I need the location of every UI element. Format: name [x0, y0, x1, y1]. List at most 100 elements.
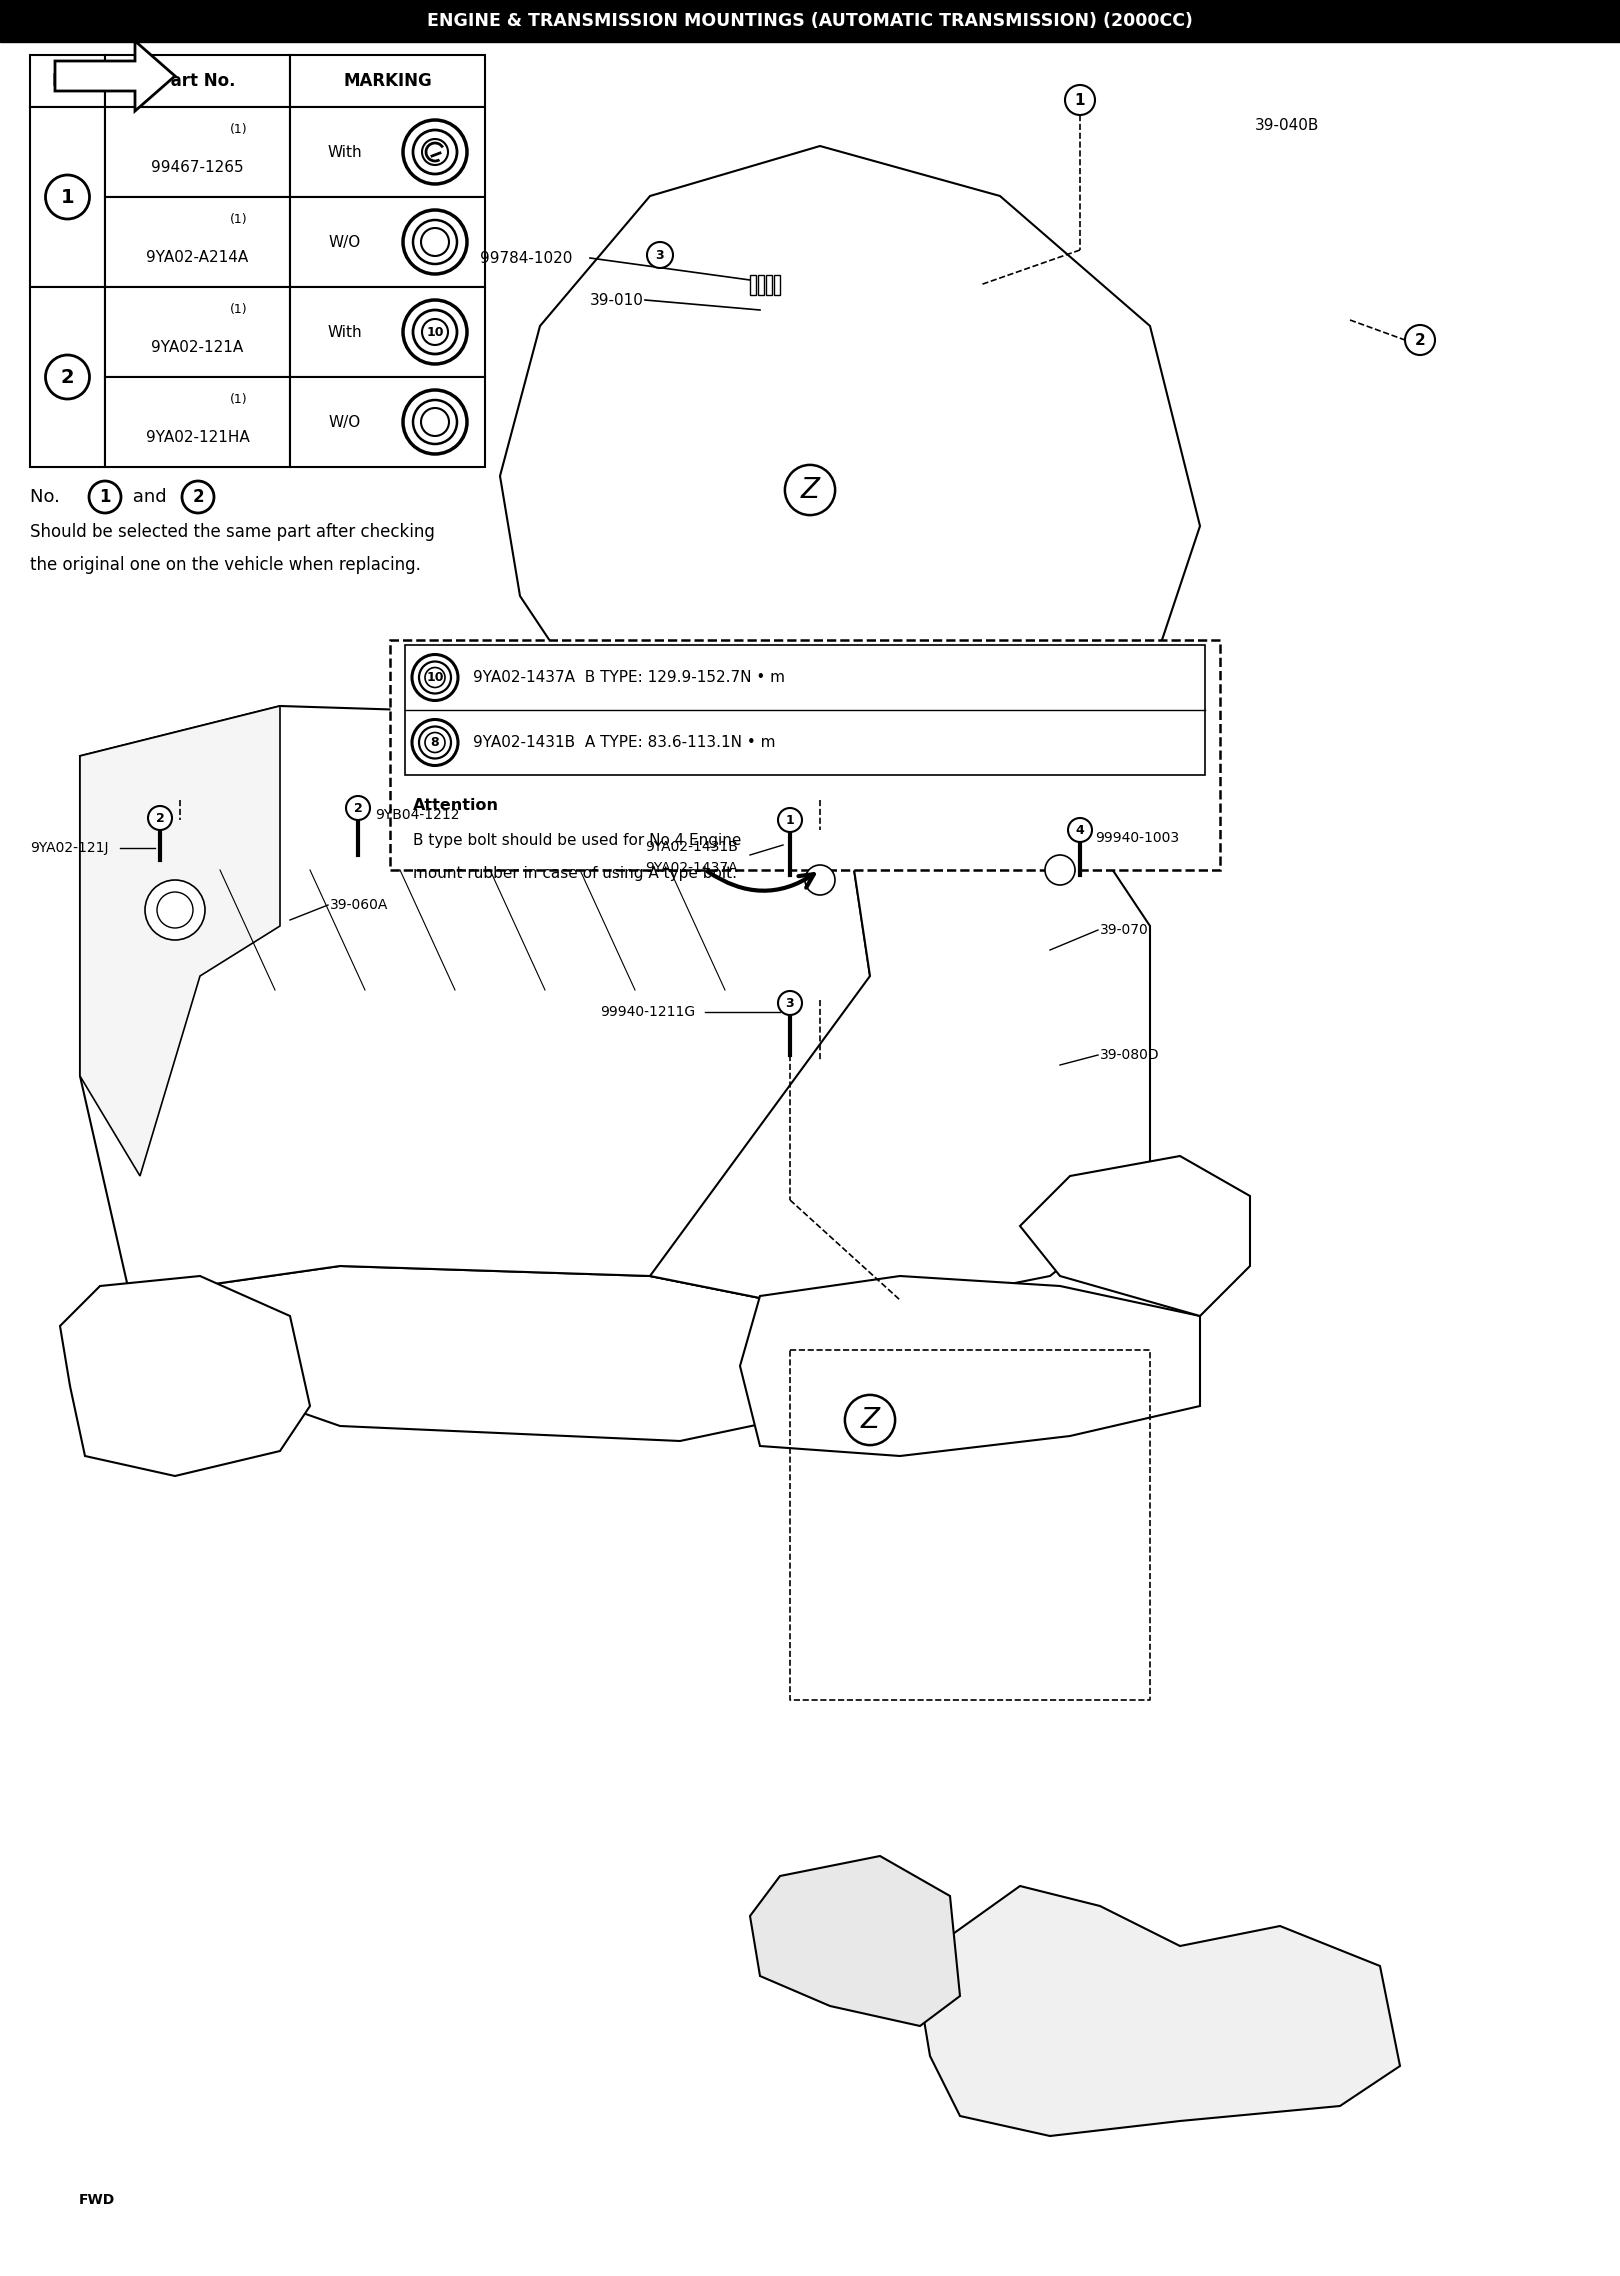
- Text: No.: No.: [31, 487, 66, 505]
- Text: 39-060A: 39-060A: [330, 899, 389, 913]
- Polygon shape: [920, 1887, 1400, 2135]
- Text: 8: 8: [431, 735, 439, 749]
- Circle shape: [420, 726, 450, 758]
- Text: W/O: W/O: [329, 414, 361, 430]
- Circle shape: [805, 865, 834, 894]
- Text: 3: 3: [656, 248, 664, 262]
- Circle shape: [146, 881, 206, 940]
- Text: 9YA02-A214A: 9YA02-A214A: [146, 250, 248, 264]
- Text: 1: 1: [99, 487, 110, 505]
- Circle shape: [45, 355, 89, 398]
- Circle shape: [1405, 325, 1435, 355]
- Text: 9YA02-121HA: 9YA02-121HA: [146, 430, 249, 444]
- Circle shape: [403, 389, 467, 453]
- Circle shape: [424, 667, 446, 687]
- Text: 99784-1020: 99784-1020: [480, 250, 572, 266]
- Text: 9YA02-121J: 9YA02-121J: [31, 842, 109, 856]
- Bar: [405, 644, 1205, 776]
- Text: (1): (1): [230, 123, 246, 137]
- Text: Should be selected the same part after checking: Should be selected the same part after c…: [31, 523, 434, 542]
- Circle shape: [413, 221, 457, 264]
- Text: (1): (1): [230, 212, 246, 225]
- Text: 1: 1: [1074, 93, 1085, 107]
- Bar: [31, 287, 105, 467]
- Text: 10: 10: [426, 325, 444, 339]
- Circle shape: [403, 209, 467, 273]
- Text: 99940-1003: 99940-1003: [1095, 831, 1179, 844]
- Circle shape: [157, 892, 193, 929]
- Bar: [290, 107, 484, 198]
- Bar: [0, 0, 1620, 41]
- Text: Z: Z: [860, 1407, 880, 1434]
- Text: 10: 10: [426, 671, 444, 685]
- Circle shape: [421, 319, 449, 346]
- Circle shape: [403, 121, 467, 184]
- Text: mount rubber in case of using A type bolt.: mount rubber in case of using A type bol…: [413, 865, 737, 881]
- Polygon shape: [60, 1277, 309, 1477]
- Polygon shape: [1021, 1156, 1251, 1316]
- Polygon shape: [130, 1265, 870, 1441]
- Text: 39-080D: 39-080D: [1100, 1047, 1160, 1063]
- Text: W/O: W/O: [329, 234, 361, 250]
- Text: 39-040B: 39-040B: [1256, 118, 1319, 132]
- Bar: [105, 287, 290, 378]
- Polygon shape: [501, 146, 1200, 776]
- Bar: [290, 198, 484, 287]
- Text: 9YA02-1431B: 9YA02-1431B: [645, 840, 737, 854]
- Text: Part No.: Part No.: [159, 73, 237, 91]
- Text: 39-010: 39-010: [590, 294, 643, 307]
- Text: 1: 1: [60, 187, 75, 207]
- Circle shape: [421, 228, 449, 255]
- Bar: [774, 275, 779, 296]
- Circle shape: [1064, 84, 1095, 116]
- Text: 99940-1211G: 99940-1211G: [599, 1006, 695, 1020]
- Text: 9YA02-1431B  A TYPE: 83.6-113.1N • m: 9YA02-1431B A TYPE: 83.6-113.1N • m: [473, 735, 776, 751]
- Polygon shape: [79, 706, 280, 1177]
- Circle shape: [424, 733, 446, 753]
- Text: the original one on the vehicle when replacing.: the original one on the vehicle when rep…: [31, 555, 421, 574]
- Polygon shape: [599, 696, 1150, 1316]
- Circle shape: [413, 130, 457, 173]
- Text: MARKING: MARKING: [343, 73, 433, 91]
- Circle shape: [181, 480, 214, 512]
- Bar: [105, 378, 290, 467]
- Text: FWD: FWD: [79, 2194, 115, 2208]
- Text: 9YA02-1437A: 9YA02-1437A: [645, 860, 737, 874]
- Bar: [758, 275, 765, 296]
- Text: 39-070: 39-070: [1100, 924, 1149, 938]
- Circle shape: [778, 990, 802, 1015]
- Text: With: With: [327, 143, 363, 159]
- Bar: [766, 275, 773, 296]
- Text: 4: 4: [1076, 824, 1084, 838]
- Circle shape: [1068, 817, 1092, 842]
- Text: 2: 2: [60, 366, 75, 387]
- Circle shape: [420, 662, 450, 694]
- Circle shape: [147, 806, 172, 831]
- Bar: [750, 275, 757, 296]
- Circle shape: [421, 139, 449, 164]
- Text: No.: No.: [52, 73, 83, 91]
- Circle shape: [421, 407, 449, 437]
- Bar: [105, 107, 290, 198]
- Circle shape: [413, 401, 457, 444]
- Text: 1: 1: [786, 813, 794, 826]
- Bar: [105, 55, 290, 107]
- Circle shape: [411, 655, 458, 701]
- Bar: [290, 55, 484, 107]
- Polygon shape: [750, 1855, 961, 2026]
- Text: 2: 2: [156, 813, 164, 824]
- Polygon shape: [55, 41, 175, 112]
- Text: 3: 3: [786, 997, 794, 1011]
- Text: Attention: Attention: [413, 797, 499, 813]
- Text: 9YA02-1437A  B TYPE: 129.9-152.7N • m: 9YA02-1437A B TYPE: 129.9-152.7N • m: [473, 669, 786, 685]
- Bar: [31, 107, 105, 287]
- Text: 2: 2: [353, 801, 363, 815]
- Bar: [290, 287, 484, 378]
- Text: (1): (1): [230, 303, 246, 316]
- Circle shape: [778, 808, 802, 833]
- Text: and: and: [126, 487, 172, 505]
- Text: 99467-1265: 99467-1265: [151, 159, 245, 175]
- Text: 9YB04-1212: 9YB04-1212: [374, 808, 460, 822]
- Text: Z: Z: [800, 476, 820, 503]
- Text: ENGINE & TRANSMISSION MOUNTINGS (AUTOMATIC TRANSMISSION) (2000CC): ENGINE & TRANSMISSION MOUNTINGS (AUTOMAT…: [428, 11, 1192, 30]
